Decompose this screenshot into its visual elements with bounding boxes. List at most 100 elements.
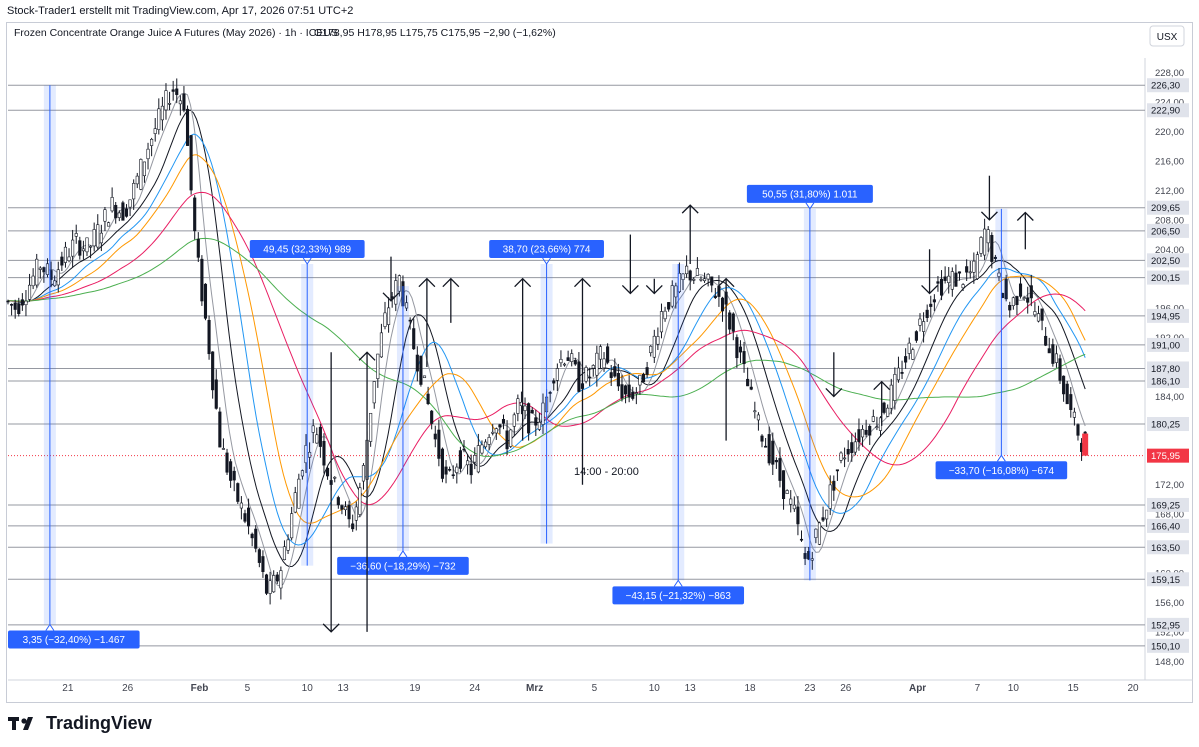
candle-body: [717, 286, 721, 297]
annotation-arrowhead: [418, 277, 436, 288]
level-price-label: 191,00: [1151, 340, 1180, 351]
candle-body: [993, 256, 997, 259]
measure-label-text: 38,70 (23,66%) 774: [503, 245, 591, 256]
candle-body: [886, 407, 890, 417]
candle-body: [372, 381, 376, 404]
level-price-tag: [1147, 373, 1189, 388]
candle-body: [735, 337, 739, 359]
current-price-tag: [1147, 448, 1189, 463]
candle-body: [939, 278, 944, 296]
last-candle-body: [1082, 433, 1089, 456]
candle-body: [218, 411, 222, 448]
candle-body: [394, 280, 398, 305]
candle-body: [1076, 424, 1080, 436]
candle-body: [387, 307, 391, 325]
price-tick-label: 184,00: [1155, 392, 1184, 403]
candle-body: [1047, 348, 1051, 354]
candle-body: [6, 300, 10, 303]
candle-body: [957, 271, 962, 274]
candle-body: [674, 285, 678, 298]
candle-body: [71, 239, 75, 257]
price-tick-label: 156,00: [1155, 598, 1184, 609]
candle-body: [918, 318, 922, 326]
candle-body: [110, 197, 114, 212]
candle-body: [430, 410, 434, 424]
candle-body: [415, 354, 419, 372]
candle-body: [530, 409, 534, 414]
candle-body: [591, 365, 595, 369]
candle-body: [570, 353, 574, 362]
candle-body: [1008, 304, 1012, 311]
candle-body: [659, 311, 664, 333]
candle-body: [106, 222, 111, 227]
time-tick-label: 20: [1127, 683, 1139, 694]
candle-body: [638, 374, 642, 386]
candle-body: [606, 346, 610, 363]
measure-label-text: 49,45 (32,33%) 989: [263, 245, 351, 256]
annotation-arrowhead: [980, 211, 998, 221]
candle-body: [282, 546, 287, 561]
candle-body: [505, 430, 509, 450]
candle-body: [631, 391, 635, 399]
candle-body: [584, 367, 588, 382]
candle-body: [182, 93, 186, 111]
candle-body: [487, 437, 491, 445]
candle-body: [300, 470, 304, 477]
measure-arrowhead: [996, 454, 1006, 462]
candle-body: [164, 90, 168, 111]
time-tick-label: 26: [840, 683, 852, 694]
candle-body: [817, 522, 822, 545]
candle-body: [171, 89, 175, 92]
candle-body: [799, 538, 804, 541]
price-tick-label: 220,00: [1155, 127, 1184, 138]
candle-body: [685, 265, 689, 275]
candle-body: [354, 506, 358, 521]
attribution-bar: Stock-Trader1 erstellt mit TradingView.c…: [0, 0, 1199, 22]
level-price-tag: [1147, 103, 1189, 118]
candle-body: [275, 574, 279, 582]
currency-button[interactable]: [1149, 25, 1185, 47]
time-tick-label: Feb: [191, 683, 209, 694]
candle-body: [1018, 283, 1023, 297]
candle-body: [24, 300, 28, 306]
candle-body: [56, 269, 60, 286]
candle-body: [509, 429, 513, 447]
candle-body: [200, 258, 204, 302]
candle-body: [864, 429, 868, 435]
candle-body: [1036, 313, 1041, 322]
measure-label-box: [489, 240, 604, 258]
measure-label-box: [337, 556, 469, 575]
candle-body: [196, 238, 200, 258]
candle-body: [491, 431, 495, 434]
candle-body: [703, 278, 707, 282]
measure-arrowhead: [398, 550, 408, 558]
level-price-label: 152,95: [1151, 620, 1180, 631]
tradingview-logo-icon: [8, 717, 33, 730]
candle-body: [692, 278, 696, 281]
measure-label-text: −43,15 (−21,32%) −863: [626, 591, 732, 602]
candle-body: [469, 463, 473, 476]
candle-body: [340, 505, 344, 510]
candle-body: [810, 558, 814, 561]
candle-body: [588, 376, 592, 379]
time-tick-label: 10: [1008, 683, 1020, 694]
time-tick-label: 23: [804, 683, 816, 694]
annotation-arrowhead: [921, 284, 939, 295]
attribution-text: Stock-Trader1 erstellt mit TradingView.c…: [7, 5, 354, 17]
time-tick-label: 10: [302, 683, 314, 694]
candle-body: [494, 428, 498, 434]
annotation-arrowhead: [382, 292, 400, 302]
price-tick-label: 204,00: [1155, 245, 1184, 256]
candle-body: [1044, 335, 1048, 346]
candle-body: [950, 271, 954, 290]
measure-label-box: [249, 240, 365, 258]
candle-body: [150, 139, 154, 146]
candle-body: [613, 366, 617, 377]
candle-body: [1058, 358, 1062, 381]
annotation-arrowhead: [514, 277, 532, 288]
candle-body: [293, 492, 297, 513]
price-tick-label: 224,00: [1155, 98, 1184, 109]
candle-body: [203, 283, 208, 319]
candle-body: [742, 351, 746, 365]
